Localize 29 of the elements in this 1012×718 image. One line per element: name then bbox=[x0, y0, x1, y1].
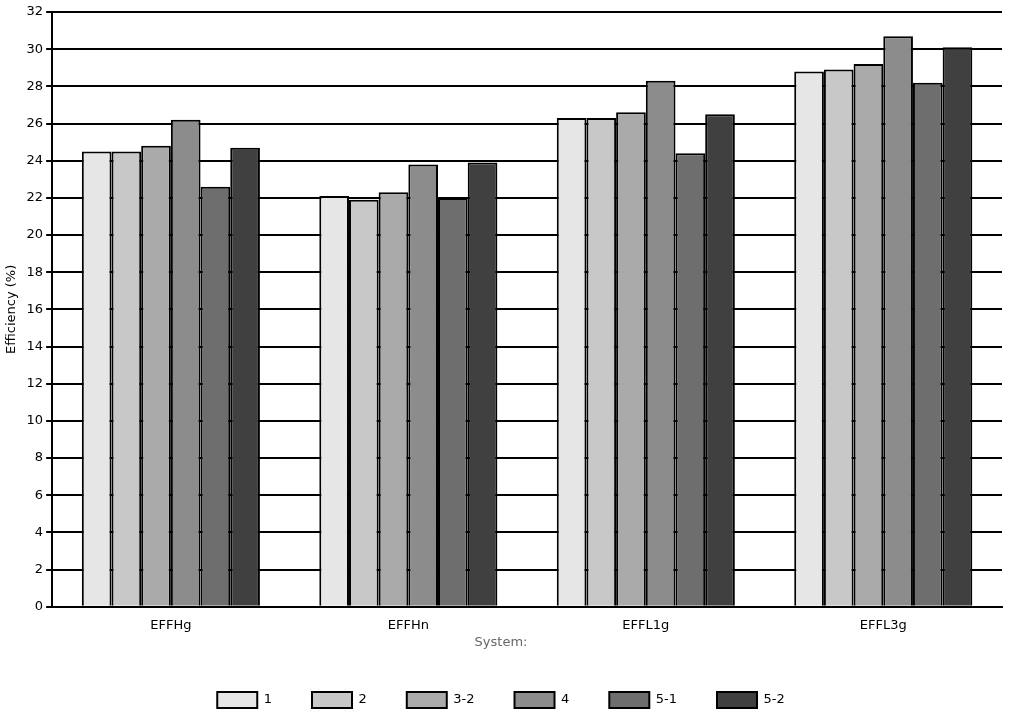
y-tick-label: 2 bbox=[34, 561, 44, 576]
legend-label: 5-2 bbox=[763, 691, 785, 707]
legend-label: 4 bbox=[561, 691, 570, 707]
y-tick-label: 32 bbox=[26, 3, 44, 19]
legend-title: System: bbox=[474, 634, 528, 650]
legend-label: 3-2 bbox=[453, 691, 475, 707]
legend-label: 2 bbox=[358, 691, 367, 707]
x-tick-label: EFFHg bbox=[150, 616, 192, 632]
y-tick-label: 28 bbox=[26, 77, 44, 93]
y-tick-label: 24 bbox=[26, 152, 44, 168]
y-tick-label: 8 bbox=[34, 449, 44, 465]
y-tick-label: 12 bbox=[26, 375, 44, 391]
legend-label: 5-1 bbox=[655, 691, 678, 707]
x-tick-label: EFFL3g bbox=[859, 616, 907, 632]
y-tick-label: 26 bbox=[26, 114, 44, 130]
y-tick-label: 22 bbox=[26, 189, 44, 205]
x-tick-label: EFFL1g bbox=[622, 616, 670, 632]
y-axis-title: Efficiency (%) bbox=[3, 264, 19, 355]
y-tick-label: 0 bbox=[34, 598, 44, 614]
y-tick-label: 10 bbox=[26, 412, 44, 428]
y-tick-label: 6 bbox=[34, 486, 44, 502]
y-tick-label: 20 bbox=[26, 226, 44, 242]
legend-label: 1 bbox=[263, 691, 273, 707]
x-tick-label: EFFHn bbox=[387, 616, 429, 632]
y-tick-label: 14 bbox=[26, 337, 44, 353]
y-tick-label: 4 bbox=[34, 523, 44, 539]
y-tick-label: 30 bbox=[26, 40, 44, 56]
y-tick-label: 16 bbox=[26, 300, 44, 316]
y-tick-label: 18 bbox=[26, 263, 44, 279]
